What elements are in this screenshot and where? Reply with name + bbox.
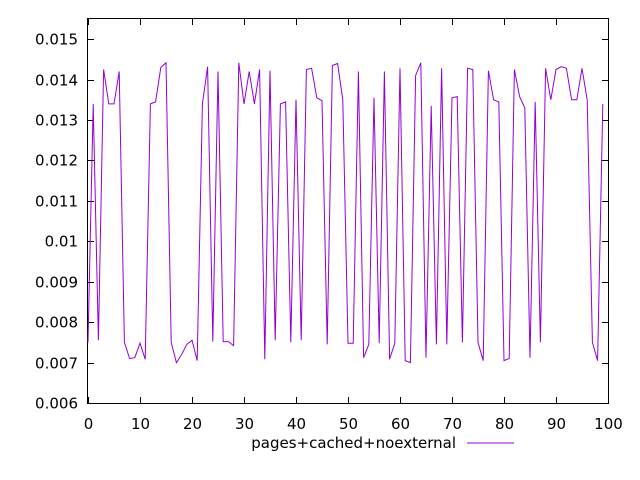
- plot-frame: [87, 18, 609, 404]
- y-tick-label: 0.012: [35, 152, 78, 170]
- x-tick-label: 100: [594, 415, 623, 433]
- legend-label: pages+cached+noexternal: [251, 434, 456, 452]
- y-tick-label: 0.011: [35, 193, 78, 211]
- x-tick-label: 30: [235, 415, 254, 433]
- x-tick-label: 40: [287, 415, 306, 433]
- x-tick-label: 10: [131, 415, 150, 433]
- x-tick-label: 80: [495, 415, 514, 433]
- y-tick-label: 0.014: [35, 72, 78, 90]
- x-tick-label: 0: [84, 415, 94, 433]
- legend: pages+cached+noexternal: [251, 434, 514, 452]
- series-line: [87, 61, 604, 364]
- x-tick-label: 90: [547, 415, 566, 433]
- x-tick-label: 70: [443, 415, 462, 433]
- y-tick-label: 0.015: [35, 31, 78, 49]
- x-tick-label: 60: [391, 415, 410, 433]
- y-tick-label: 0.013: [35, 112, 78, 130]
- y-tick-label: 0.007: [35, 355, 78, 373]
- x-tick-label: 20: [183, 415, 202, 433]
- x-axis-ticks: 0 10 20 30 40 50 60 70 80 90 100: [84, 19, 623, 433]
- y-tick-label: 0.006: [35, 395, 78, 413]
- y-axis-ticks: 0.006 0.007 0.008 0.009 0.01 0.011 0.012 0.013 0…: [35, 31, 608, 413]
- y-tick-label: 0.01: [45, 233, 78, 251]
- x-tick-label: 50: [339, 415, 358, 433]
- y-tick-label: 0.008: [35, 314, 78, 332]
- y-tick-label: 0.009: [35, 274, 78, 292]
